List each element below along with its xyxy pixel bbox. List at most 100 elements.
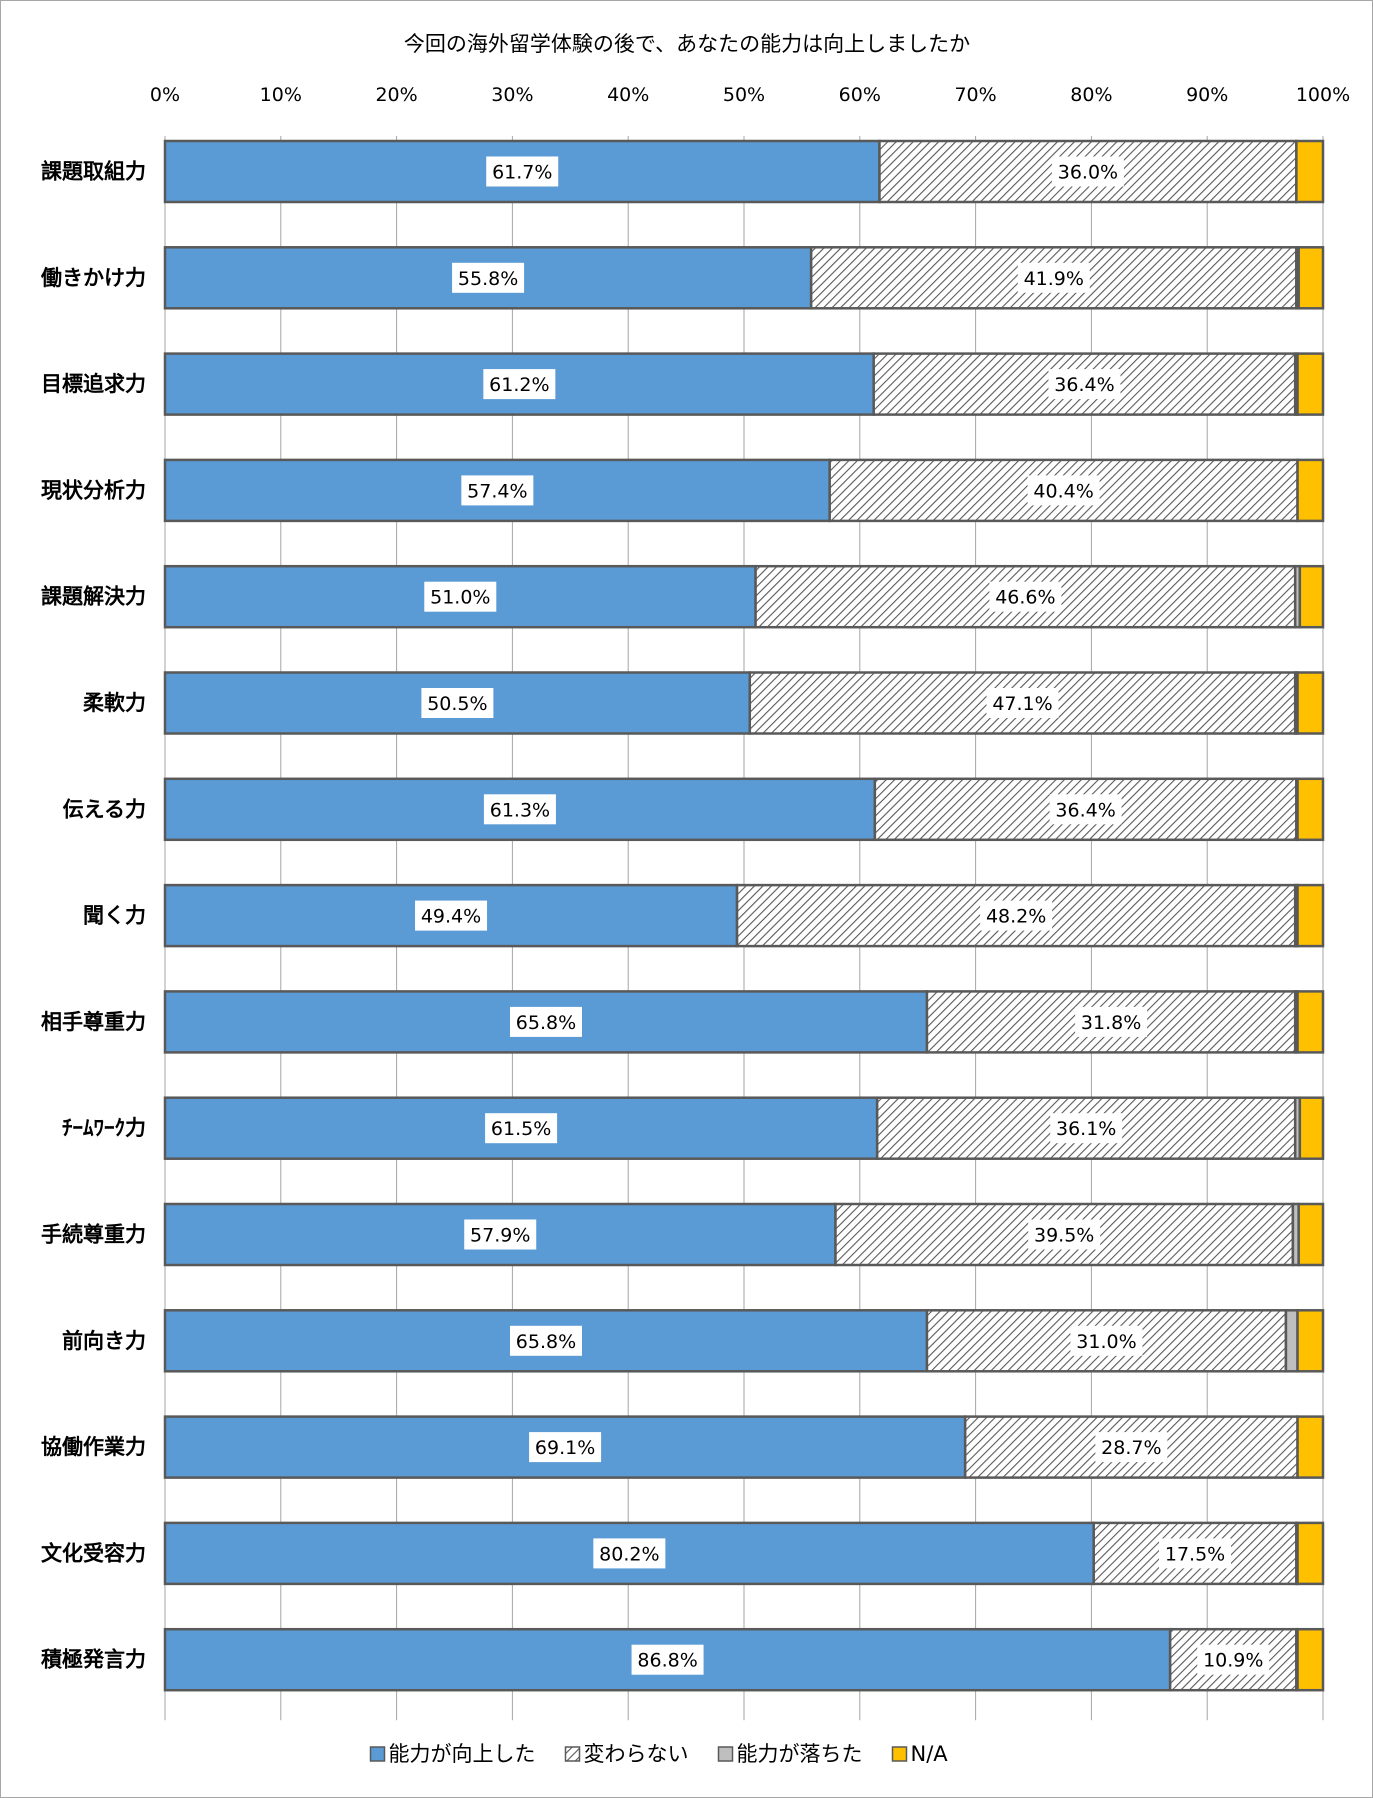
data-label: 36.0% <box>1058 162 1118 184</box>
data-label-box <box>980 900 1053 931</box>
category-label: 文化受容力 <box>41 1541 146 1565</box>
data-label: 86.8% <box>637 1650 697 1672</box>
data-label: 80.2% <box>599 1543 659 1565</box>
x-tick-label: 60% <box>839 84 881 106</box>
x-axis-ticks: 0% 10% 20% 30% 40% 50% 60% 70% 80% 90% 100% <box>150 84 1350 106</box>
category-label: 相手尊重力 <box>41 1010 146 1034</box>
category-label: 手続尊重力 <box>41 1223 146 1247</box>
category-label: 現状分析力 <box>41 478 146 502</box>
data-label-box <box>415 900 488 931</box>
data-label: 65.8% <box>516 1012 576 1034</box>
data-label: 36.4% <box>1054 374 1114 396</box>
data-label-box <box>509 1325 582 1356</box>
bar-segment <box>163 990 929 1054</box>
data-label-box <box>631 1644 704 1675</box>
data-label: 41.9% <box>1024 268 1084 290</box>
category-labels: 課題取組力働きかけ力目標追求力現状分析力課題解決力柔軟力伝える力聞く力相手尊重力… <box>40 160 146 1672</box>
data-label: 31.0% <box>1076 1331 1136 1353</box>
legend-label: 能力が向上した <box>389 1742 536 1766</box>
bar-segment <box>1296 458 1325 523</box>
category-label: 働きかけ力 <box>40 266 146 290</box>
data-label-box <box>1050 1113 1123 1144</box>
legend-label: 変わらない <box>584 1742 689 1766</box>
data-label: 47.1% <box>992 693 1052 715</box>
legend-swatch <box>717 1746 734 1762</box>
data-label: 31.8% <box>1081 1012 1141 1034</box>
x-tick-label: 80% <box>1070 84 1112 106</box>
bar-segment <box>1297 1202 1325 1267</box>
category-label: 伝える力 <box>63 797 146 821</box>
data-label: 48.2% <box>986 906 1046 928</box>
data-label-box <box>986 688 1059 718</box>
category-label: 聞く力 <box>83 904 146 928</box>
data-label: 36.4% <box>1055 799 1115 821</box>
category-label: 積極発言力 <box>41 1648 146 1672</box>
data-label-box <box>464 1219 537 1250</box>
data-label-box <box>509 1006 582 1037</box>
x-tick-label: 40% <box>607 84 649 106</box>
legend-label: 能力が落ちた <box>737 1742 863 1766</box>
data-label-box <box>483 369 556 400</box>
bar-segment <box>1296 883 1325 948</box>
bar-segment <box>1296 777 1325 842</box>
data-label: 57.9% <box>470 1225 530 1247</box>
bar-segment <box>1284 1309 1299 1373</box>
data-label: 50.5% <box>427 693 487 715</box>
bar-segment <box>1296 1309 1325 1373</box>
legend-label: N/A <box>911 1742 949 1766</box>
data-label: 40.4% <box>1033 480 1093 502</box>
data-label-box <box>1048 369 1121 400</box>
category-label: 課題解決力 <box>41 585 146 609</box>
data-label: 61.2% <box>489 374 549 396</box>
data-label: 17.5% <box>1165 1543 1225 1565</box>
category-label: 目標追求力 <box>41 372 146 396</box>
data-label: 36.1% <box>1056 1118 1116 1140</box>
data-label-box <box>1051 156 1124 187</box>
x-tick-label: 10% <box>260 84 302 106</box>
bar-segment <box>875 1096 1297 1160</box>
data-label: 57.4% <box>467 480 527 502</box>
bars: 61.7% 36.0% 55.8% 41.9% 61.2% 36.4% 57.4% 40.4%… <box>163 139 1325 1692</box>
legend-swatch <box>369 1746 386 1762</box>
data-label: 65.8% <box>516 1331 576 1353</box>
data-label-box <box>461 475 534 506</box>
data-label-box <box>421 688 494 718</box>
data-label-box <box>483 794 556 825</box>
category-label: 柔軟力 <box>83 691 146 715</box>
x-tick-label: 20% <box>375 84 417 106</box>
data-label-box <box>424 581 497 612</box>
data-label: 28.7% <box>1101 1437 1161 1459</box>
data-label-box <box>1027 475 1100 506</box>
data-label: 39.5% <box>1034 1225 1094 1247</box>
data-label-box <box>1095 1432 1168 1463</box>
data-label: 61.7% <box>492 162 552 184</box>
data-label-box <box>1017 262 1090 293</box>
category-label: ﾁｰﾑﾜｰｸ力 <box>62 1116 146 1140</box>
x-tick-label: 70% <box>954 84 996 106</box>
data-label-box <box>1049 794 1122 825</box>
data-label: 49.4% <box>421 906 481 928</box>
data-label-box <box>1159 1538 1232 1569</box>
data-label: 51.0% <box>430 587 490 609</box>
data-label-box <box>1070 1325 1143 1356</box>
data-label-box <box>989 581 1062 612</box>
legend: 能力が向上した 変わらない 能力が落ちた N/A <box>369 1742 949 1766</box>
bar-segment <box>1296 1521 1325 1586</box>
data-label: 69.1% <box>535 1437 595 1459</box>
data-label-box <box>1075 1006 1148 1037</box>
data-label: 10.9% <box>1203 1650 1263 1672</box>
x-tick-label: 100% <box>1296 84 1350 106</box>
bar-segment <box>1296 1627 1325 1692</box>
data-label: 61.5% <box>491 1118 551 1140</box>
data-label-box <box>1028 1219 1101 1250</box>
bar-segment <box>1296 671 1325 735</box>
legend-swatch <box>891 1746 908 1762</box>
category-label: 協働作業力 <box>41 1435 146 1459</box>
x-tick-label: 30% <box>491 84 533 106</box>
bar-segment <box>1298 1096 1325 1160</box>
data-label-box <box>452 262 525 293</box>
bar-segment <box>1298 564 1325 629</box>
data-label: 55.8% <box>458 268 518 290</box>
